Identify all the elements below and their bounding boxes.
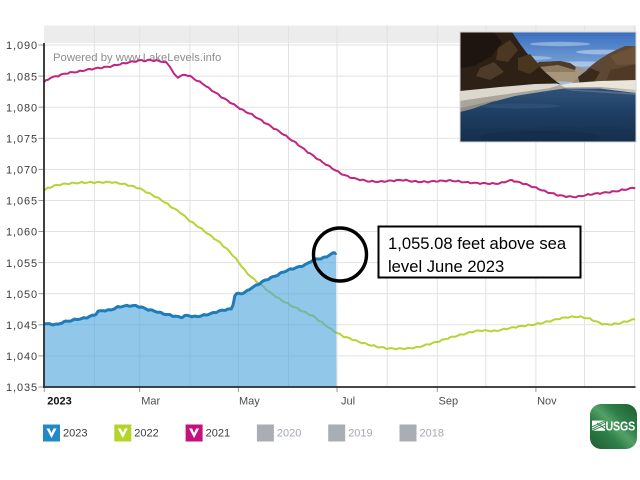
svg-text:1,080: 1,080	[6, 102, 38, 114]
svg-text:2022: 2022	[134, 428, 158, 440]
svg-text:Nov: Nov	[537, 396, 557, 408]
svg-text:1,065: 1,065	[6, 196, 38, 208]
svg-text:1,075: 1,075	[6, 134, 38, 146]
svg-text:1,055.08 feet above sea: 1,055.08 feet above sea	[388, 234, 567, 253]
svg-text:1,085: 1,085	[6, 71, 38, 83]
svg-text:2023: 2023	[47, 396, 71, 408]
svg-text:1,060: 1,060	[6, 227, 38, 239]
svg-text:1,070: 1,070	[6, 165, 38, 177]
svg-text:level June 2023: level June 2023	[388, 257, 504, 276]
svg-text:May: May	[239, 396, 260, 408]
svg-text:1,035: 1,035	[6, 382, 38, 394]
svg-text:USGS: USGS	[606, 418, 636, 433]
svg-text:Jul: Jul	[341, 396, 355, 408]
svg-text:2019: 2019	[348, 428, 372, 440]
svg-text:2018: 2018	[420, 428, 444, 440]
svg-text:1,045: 1,045	[6, 320, 38, 332]
svg-text:2021: 2021	[206, 428, 230, 440]
svg-text:Mar: Mar	[141, 396, 160, 408]
svg-text:Sep: Sep	[439, 396, 459, 408]
svg-text:1,055: 1,055	[6, 258, 38, 270]
svg-text:1,090: 1,090	[6, 40, 38, 52]
svg-text:2023: 2023	[63, 428, 87, 440]
svg-text:1,040: 1,040	[6, 351, 38, 363]
svg-text:2020: 2020	[277, 428, 301, 440]
svg-text:Powered by www.LakeLevels.info: Powered by www.LakeLevels.info	[53, 52, 221, 64]
svg-text:1,050: 1,050	[6, 289, 38, 301]
